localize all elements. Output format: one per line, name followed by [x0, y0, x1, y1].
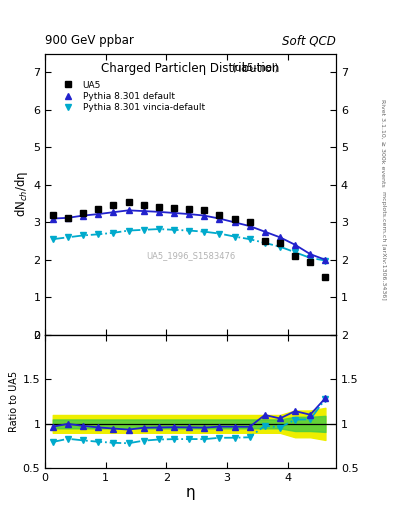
Pythia 8.301 default [172, 210, 176, 216]
Pythia 8.301 vincia-default [323, 258, 328, 264]
Line: Pythia 8.301 vincia-default: Pythia 8.301 vincia-default [50, 226, 329, 264]
UA5 [50, 212, 55, 218]
Pythia 8.301 vincia-default [217, 230, 222, 237]
Line: UA5: UA5 [50, 199, 329, 280]
Pythia 8.301 default [247, 223, 252, 229]
UA5 [277, 240, 282, 246]
Pythia 8.301 vincia-default [50, 236, 55, 242]
UA5 [96, 206, 101, 212]
Pythia 8.301 vincia-default [202, 229, 207, 235]
UA5 [293, 253, 298, 259]
Pythia 8.301 default [81, 212, 85, 219]
Pythia 8.301 default [277, 234, 282, 240]
Pythia 8.301 vincia-default [66, 234, 70, 240]
Pythia 8.301 vincia-default [187, 227, 191, 233]
Pythia 8.301 default [126, 207, 131, 214]
Line: Pythia 8.301 default: Pythia 8.301 default [50, 207, 329, 263]
UA5 [217, 212, 222, 218]
UA5 [247, 219, 252, 225]
UA5 [202, 207, 207, 214]
Pythia 8.301 default [323, 257, 328, 263]
Y-axis label: Ratio to UA5: Ratio to UA5 [9, 371, 18, 432]
UA5 [81, 210, 85, 216]
Pythia 8.301 vincia-default [247, 236, 252, 242]
Pythia 8.301 default [232, 219, 237, 225]
UA5 [172, 205, 176, 211]
Pythia 8.301 default [263, 229, 267, 235]
Text: Soft QCD: Soft QCD [282, 34, 336, 47]
Pythia 8.301 default [156, 209, 161, 215]
Pythia 8.301 vincia-default [308, 255, 312, 261]
Pythia 8.301 vincia-default [293, 249, 298, 255]
UA5 [187, 206, 191, 212]
Pythia 8.301 vincia-default [232, 233, 237, 240]
UA5 [141, 202, 146, 208]
Pythia 8.301 vincia-default [156, 226, 161, 232]
Pythia 8.301 default [217, 216, 222, 222]
Pythia 8.301 vincia-default [126, 227, 131, 233]
Text: Rivet 3.1.10, ≥ 300k events: Rivet 3.1.10, ≥ 300k events [381, 99, 386, 187]
UA5 [156, 203, 161, 209]
UA5 [323, 273, 328, 280]
Pythia 8.301 default [202, 212, 207, 219]
UA5 [263, 238, 267, 244]
Pythia 8.301 vincia-default [172, 227, 176, 233]
Pythia 8.301 vincia-default [96, 231, 101, 238]
Pythia 8.301 default [96, 211, 101, 217]
Pythia 8.301 vincia-default [111, 230, 116, 236]
Pythia 8.301 default [141, 208, 146, 214]
X-axis label: η: η [186, 485, 195, 500]
UA5 [232, 216, 237, 222]
Pythia 8.301 default [187, 211, 191, 217]
Pythia 8.301 vincia-default [263, 240, 267, 246]
Pythia 8.301 default [308, 251, 312, 257]
Text: Charged Particleη Distribution: Charged Particleη Distribution [101, 62, 280, 75]
Legend: UA5, Pythia 8.301 default, Pythia 8.301 vincia-default: UA5, Pythia 8.301 default, Pythia 8.301 … [55, 77, 208, 116]
Y-axis label: dN$_{ch}$/dη: dN$_{ch}$/dη [13, 171, 30, 218]
UA5 [126, 199, 131, 205]
Text: UA5_1996_S1583476: UA5_1996_S1583476 [146, 251, 235, 261]
Pythia 8.301 vincia-default [277, 244, 282, 250]
UA5 [66, 215, 70, 221]
Pythia 8.301 default [293, 242, 298, 248]
Text: (ua5-inel): (ua5-inel) [231, 62, 278, 72]
Pythia 8.301 default [111, 209, 116, 215]
Pythia 8.301 default [66, 215, 70, 221]
Text: 900 GeV ppbar: 900 GeV ppbar [45, 34, 134, 47]
UA5 [111, 202, 116, 208]
Pythia 8.301 default [50, 216, 55, 222]
Pythia 8.301 vincia-default [81, 232, 85, 239]
Text: mcplots.cern.ch [arXiv:1306.3436]: mcplots.cern.ch [arXiv:1306.3436] [381, 191, 386, 300]
Pythia 8.301 vincia-default [141, 227, 146, 233]
UA5 [308, 259, 312, 265]
